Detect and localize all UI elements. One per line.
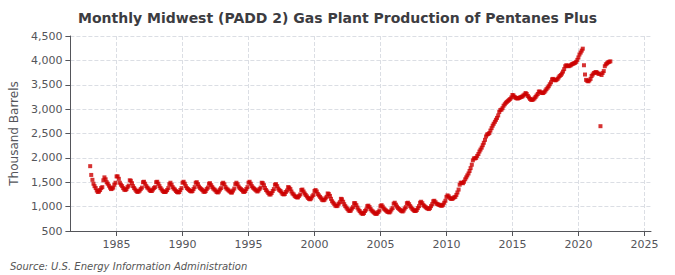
svg-text:1990: 1990	[169, 238, 197, 251]
svg-text:3,500: 3,500	[31, 78, 63, 91]
svg-text:1,000: 1,000	[31, 200, 63, 213]
svg-text:4,000: 4,000	[31, 54, 63, 67]
svg-text:1,500: 1,500	[31, 176, 63, 189]
svg-text:Thousand Barrels: Thousand Barrels	[7, 81, 21, 186]
svg-text:500: 500	[41, 225, 62, 238]
svg-text:2000: 2000	[301, 238, 329, 251]
svg-text:2005: 2005	[366, 238, 394, 251]
svg-text:3,000: 3,000	[31, 103, 63, 116]
svg-text:4,500: 4,500	[31, 30, 63, 43]
svg-text:2025: 2025	[630, 238, 658, 251]
svg-text:2010: 2010	[432, 238, 460, 251]
svg-text:2,500: 2,500	[31, 127, 63, 140]
svg-text:1995: 1995	[235, 238, 263, 251]
svg-text:2,000: 2,000	[31, 151, 63, 164]
svg-text:Monthly Midwest (PADD 2) Gas P: Monthly Midwest (PADD 2) Gas Plant Produ…	[78, 10, 597, 26]
svg-text:1985: 1985	[103, 238, 131, 251]
svg-text:Source: U.S. Energy Informatio: Source: U.S. Energy Information Administ…	[10, 261, 247, 272]
svg-text:2015: 2015	[498, 238, 526, 251]
svg-text:2020: 2020	[564, 238, 592, 251]
